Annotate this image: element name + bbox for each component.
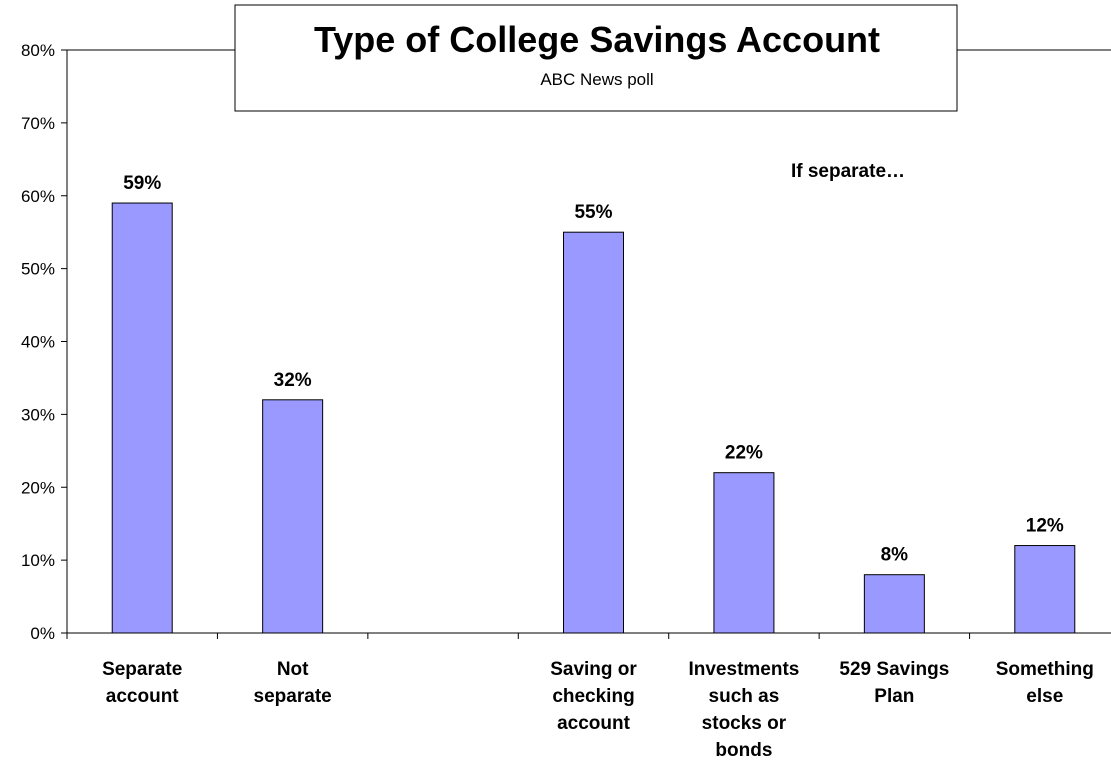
bar — [863, 574, 925, 634]
bar — [563, 231, 624, 634]
category-label: else — [1026, 686, 1063, 707]
y-tick-label: 40% — [21, 333, 55, 352]
chart-title: Type of College Savings Account — [314, 19, 880, 60]
category-label: account — [106, 686, 180, 707]
category-label: separate — [254, 686, 332, 707]
y-tick-label: 50% — [21, 260, 55, 279]
category-label: Plan — [874, 686, 914, 707]
y-tick-label: 60% — [21, 187, 55, 206]
x-ticks — [66, 633, 971, 639]
y-tick-label: 10% — [21, 551, 55, 570]
y-tick-label: 30% — [21, 405, 55, 424]
category-label: Separate — [102, 659, 182, 680]
title-box-frame — [234, 4, 958, 112]
data-labels: 59% 32% 55% 22% 8% 12% — [123, 173, 1064, 566]
category-label: Saving or — [550, 659, 637, 680]
title-box: Type of College Savings Account ABC News… — [234, 4, 958, 112]
bar-value-label: 8% — [881, 545, 909, 566]
category-label: stocks or — [702, 713, 787, 734]
category-label: Investments — [688, 659, 799, 680]
bar — [1014, 545, 1076, 634]
category-label: such as — [709, 686, 780, 707]
bar-value-label: 59% — [123, 173, 161, 194]
category-label: Something — [996, 659, 1094, 680]
bar — [713, 472, 775, 634]
category-label: Not — [277, 659, 309, 680]
y-tick-label: 0% — [30, 624, 55, 643]
category-labels: Separate account Not separate Saving or check… — [102, 659, 1094, 761]
if-separate-annotation: If separate… — [791, 161, 905, 182]
bars — [111, 202, 1076, 634]
bar — [111, 202, 173, 634]
bar-value-label: 55% — [574, 202, 612, 223]
bar-value-label: 32% — [274, 370, 312, 391]
y-tick-label: 20% — [21, 478, 55, 497]
category-label: bonds — [715, 740, 772, 761]
chart-subtitle: ABC News poll — [540, 70, 653, 89]
y-tick-label: 70% — [21, 114, 55, 133]
category-label: 529 Savings — [839, 659, 949, 680]
y-tick-label: 80% — [21, 41, 55, 60]
bar-value-label: 22% — [725, 443, 763, 464]
category-label: account — [557, 713, 631, 734]
bar-value-label: 12% — [1026, 516, 1064, 537]
y-ticks: 0% 10% 20% 30% 40% 50% 60% 70% 80% — [21, 41, 67, 643]
category-label: checking — [552, 686, 634, 707]
bar — [262, 399, 324, 634]
